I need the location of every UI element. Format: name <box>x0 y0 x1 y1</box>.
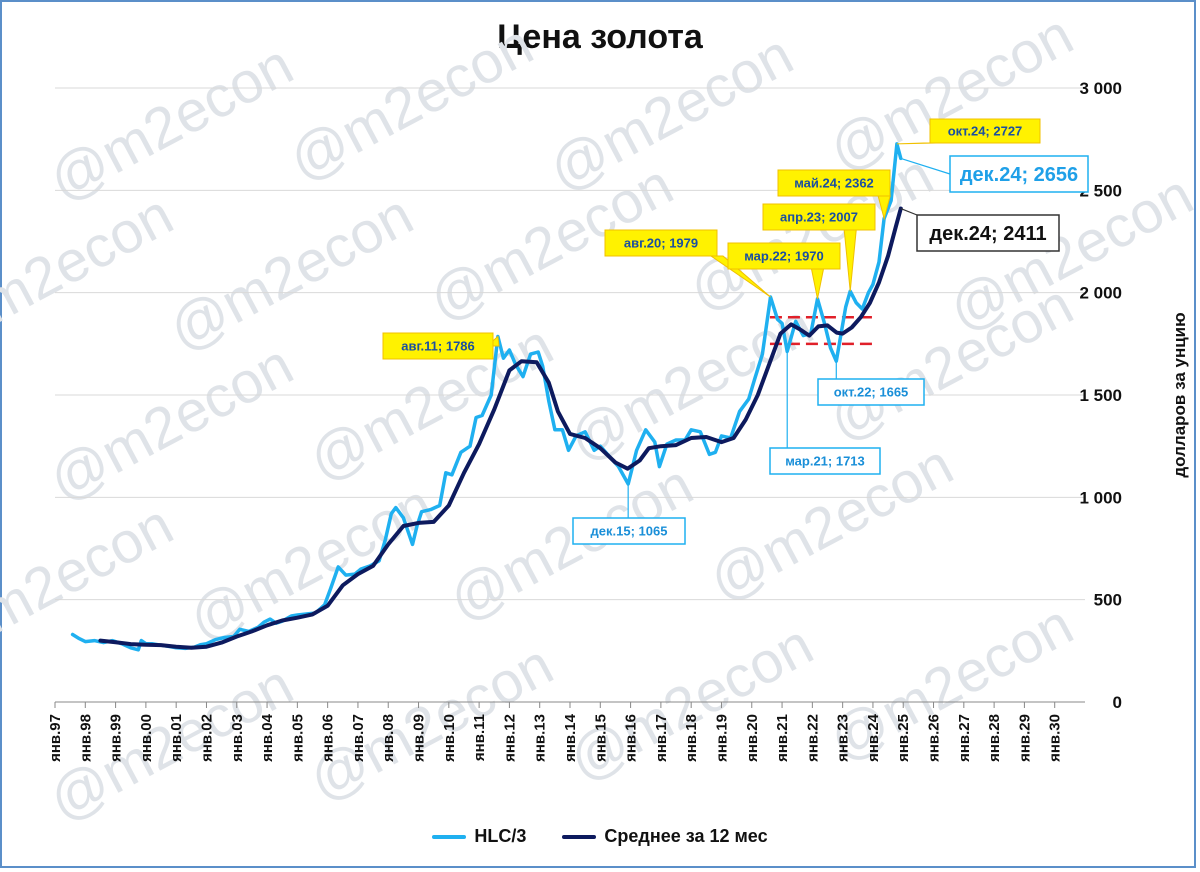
x-tick-label: янв.05 <box>289 714 306 762</box>
x-tick-label: янв.98 <box>77 714 94 762</box>
legend-swatch-hlc <box>432 834 467 839</box>
x-tick-label: янв.99 <box>108 714 125 762</box>
x-tick-label: янв.13 <box>532 714 549 762</box>
callout-label: дек.24; 2411 <box>929 223 1046 245</box>
x-tick-label: янв.00 <box>138 714 155 762</box>
x-tick-label: янв.01 <box>168 714 185 762</box>
x-tick-label: янв.27 <box>956 714 973 762</box>
callout-label: апр.23; 2007 <box>780 210 858 225</box>
y-tick-label: 0 <box>1113 693 1122 712</box>
callout-pointer <box>900 207 918 216</box>
callout-box <box>727 242 841 270</box>
x-tick-label: янв.28 <box>986 714 1003 762</box>
series-line-average <box>98 206 903 650</box>
x-tick-label: янв.10 <box>441 714 458 762</box>
legend-item-average: Среднее за 12 мес <box>562 826 768 847</box>
x-tick-label: янв.26 <box>926 714 943 762</box>
watermark-text: @m2econ <box>0 182 183 364</box>
callout-label: окт.22; 1665 <box>834 385 909 400</box>
callout-label: авг.20; 1979 <box>624 236 698 251</box>
y-axis-label: долларов за унцию <box>1170 312 1189 477</box>
watermark-text: @m2econ <box>278 12 543 194</box>
callout-label: дек.15; 1065 <box>591 524 668 539</box>
callout-box <box>382 332 494 360</box>
legend-item-hlc: HLC/3 <box>432 826 526 847</box>
watermark-text: @m2econ <box>678 142 943 324</box>
callout-box <box>769 447 881 475</box>
x-tick-label: янв.30 <box>1047 714 1064 762</box>
callout-pointer <box>810 268 825 299</box>
x-tick-label: янв.20 <box>744 714 761 762</box>
x-tick-label: янв.29 <box>1016 714 1033 762</box>
x-tick-label: янв.16 <box>623 714 640 762</box>
legend-swatch-average <box>562 834 597 839</box>
callout-label: окт.24; 2727 <box>948 124 1023 139</box>
x-tick-label: янв.06 <box>320 714 337 762</box>
x-tick-label: янв.25 <box>895 714 912 762</box>
y-tick-label: 500 <box>1094 591 1122 610</box>
callout-box <box>777 169 891 197</box>
callout-pointer <box>900 157 951 175</box>
callout-box <box>817 378 925 406</box>
callout-box <box>929 118 1041 144</box>
watermark-text: @m2econ <box>538 22 803 204</box>
callout-box <box>572 517 686 545</box>
x-tick-label: янв.11 <box>471 714 488 761</box>
x-tick-label: янв.97 <box>47 714 64 762</box>
x-tick-label: янв.24 <box>865 713 882 762</box>
x-tick-label: янв.03 <box>229 714 246 762</box>
x-tick-label: янв.07 <box>350 714 367 762</box>
chart-title: Цена золота <box>497 18 703 56</box>
callout-label: май.24; 2362 <box>794 176 874 191</box>
x-tick-label: янв.09 <box>411 714 428 762</box>
y-tick-label: 3 000 <box>1079 79 1122 98</box>
callout-pointer <box>843 229 857 292</box>
callout-box <box>949 155 1089 193</box>
callout-label: авг.11; 1786 <box>401 339 475 354</box>
legend-label-average: Среднее за 12 мес <box>604 826 768 846</box>
legend-label-hlc: HLC/3 <box>474 826 527 846</box>
y-tick-label: 1 000 <box>1079 488 1122 507</box>
callout-box <box>916 214 1060 252</box>
watermark-text: @m2econ <box>38 32 303 214</box>
x-tick-label: янв.19 <box>713 714 730 762</box>
y-tick-label: 2 500 <box>1079 181 1122 200</box>
watermark-text: @m2econ <box>298 632 563 814</box>
watermark-text: @m2econ <box>178 472 443 654</box>
chart-legend: HLC/3 Среднее за 12 мес <box>0 826 1200 847</box>
callout-label: мар.22; 1970 <box>744 249 824 264</box>
x-tick-label: янв.21 <box>774 714 791 762</box>
y-tick-label: 2 000 <box>1079 284 1122 303</box>
x-tick-label: янв.04 <box>259 713 276 762</box>
watermark-text: @m2econ <box>38 332 303 514</box>
x-tick-label: янв.17 <box>653 714 670 762</box>
y-tick-label: 1 500 <box>1079 386 1122 405</box>
callout-label: дек.24; 2656 <box>960 164 1078 186</box>
x-tick-label: янв.23 <box>835 714 852 762</box>
x-tick-label: янв.18 <box>683 714 700 762</box>
watermark-text: @m2econ <box>818 592 1083 774</box>
x-tick-label: янв.12 <box>501 714 518 762</box>
callout-box <box>604 229 718 257</box>
callout-box <box>762 203 876 231</box>
x-tick-label: янв.22 <box>804 714 821 762</box>
x-tick-label: янв.15 <box>592 714 609 762</box>
x-tick-label: янв.02 <box>198 714 215 762</box>
x-tick-label: янв.14 <box>562 713 579 762</box>
x-tick-label: янв.08 <box>380 714 397 762</box>
callout-label: мар.21; 1713 <box>785 454 865 469</box>
